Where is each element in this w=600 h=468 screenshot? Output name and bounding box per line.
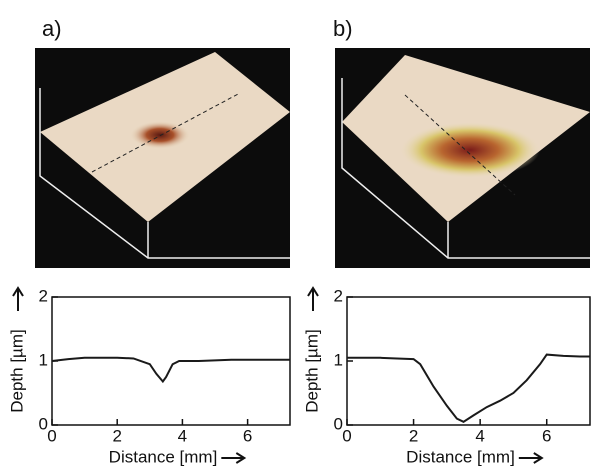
plot-frame [52,297,290,425]
data-line [52,358,290,382]
x-tick-label: 2 [112,426,121,445]
y-axis-label: Depth [µm] [7,329,26,413]
x-axis-label: Distance [mm] [109,447,218,466]
x-axis-arrow [221,453,244,463]
y-axis-label: Depth [µm] [302,329,321,413]
x-tick-label: 6 [243,426,252,445]
x-tick-label: 2 [409,426,418,445]
x-tick-label: 0 [342,426,351,445]
x-tick-label: 6 [542,426,551,445]
y-tick-label: 2 [39,286,48,305]
panel-label: b) [333,16,353,41]
data-line [347,355,590,422]
y-axis-arrow [308,288,318,311]
surface-image-b [335,48,590,268]
panel-label: a) [42,16,62,41]
y-tick-label: 2 [334,286,343,305]
x-tick-label: 4 [475,426,484,445]
y-axis-arrow [13,288,23,311]
x-axis-label: Distance [mm] [406,447,515,466]
surface-image-a [35,48,290,268]
x-axis-arrow [519,453,542,463]
x-tick-label: 0 [47,426,56,445]
y-tick-label: 1 [334,350,343,369]
x-tick-label: 4 [178,426,187,445]
figure: a)0120246Depth [µm]Distance [mm]b)012024… [0,0,600,468]
plot-frame [347,297,590,425]
y-tick-label: 1 [39,350,48,369]
